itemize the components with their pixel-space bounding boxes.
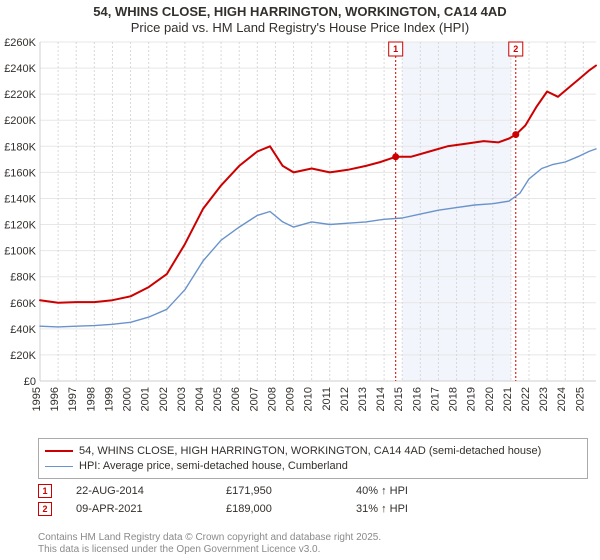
x-axis-label: 2002 xyxy=(158,387,170,411)
attribution-footer: Contains HM Land Registry data © Crown c… xyxy=(38,532,381,556)
y-axis-label: £180K xyxy=(4,141,36,153)
y-axis-label: £120K xyxy=(4,220,36,232)
y-axis-label: £200K xyxy=(4,115,36,127)
y-axis-label: £140K xyxy=(4,193,36,205)
sale-price: £189,000 xyxy=(226,503,356,515)
x-axis-label: 2015 xyxy=(393,387,405,411)
sale-date: 22-AUG-2014 xyxy=(76,485,226,497)
y-axis-label: £100K xyxy=(4,246,36,258)
x-axis-label: 1995 xyxy=(31,387,43,411)
x-axis-label: 1998 xyxy=(85,387,97,411)
x-axis-label: 2016 xyxy=(411,387,423,411)
x-axis-label: 2000 xyxy=(122,387,134,411)
sale-marker-number: 1 xyxy=(393,44,398,54)
sale-date: 09-APR-2021 xyxy=(76,503,226,515)
legend-item: 54, WHINS CLOSE, HIGH HARRINGTON, WORKIN… xyxy=(45,444,581,458)
x-axis-label: 2007 xyxy=(248,387,260,411)
sales-table: 1 22-AUG-2014£171,95040% ↑ HPI 2 09-APR-202… xyxy=(38,480,588,520)
y-axis-label: £20K xyxy=(10,350,36,362)
legend-swatch xyxy=(45,466,73,467)
legend-item: HPI: Average price, semi-detached house,… xyxy=(45,459,581,473)
x-axis-label: 2024 xyxy=(556,387,568,411)
x-axis-label: 2014 xyxy=(375,387,387,411)
x-axis-label: 2005 xyxy=(212,387,224,411)
x-axis-label: 2017 xyxy=(429,387,441,411)
x-axis-label: 2013 xyxy=(357,387,369,411)
footer-line2: This data is licensed under the Open Gov… xyxy=(38,544,381,556)
x-axis-label: 1997 xyxy=(67,387,79,411)
legend-label: HPI: Average price, semi-detached house,… xyxy=(79,459,348,473)
x-axis-label: 2009 xyxy=(285,387,297,411)
y-axis-label: £40K xyxy=(10,324,36,336)
sale-marker-number: 2 xyxy=(513,44,518,54)
x-axis-label: 2003 xyxy=(176,387,188,411)
price-chart: £0 £20K £40K £60K £80K £100K £120K £140K £160K £1… xyxy=(0,38,600,430)
x-axis-label: 2010 xyxy=(303,387,315,411)
x-axis-label: 2023 xyxy=(538,387,550,411)
sale-price: £171,950 xyxy=(226,485,356,497)
legend-swatch xyxy=(45,450,73,452)
x-axis-label: 2011 xyxy=(321,387,333,411)
footer-line1: Contains HM Land Registry data © Crown c… xyxy=(38,532,381,544)
x-axis-label: 2021 xyxy=(502,387,514,411)
sale-marker-icon: 1 xyxy=(38,484,52,498)
x-axis-label: 2006 xyxy=(230,387,242,411)
y-axis-label: £0 xyxy=(24,376,36,388)
chart-title-line1: 54, WHINS CLOSE, HIGH HARRINGTON, WORKIN… xyxy=(0,4,600,20)
y-axis-label: £240K xyxy=(4,63,36,75)
x-axis-label: 2001 xyxy=(140,387,152,411)
y-axis-label: £160K xyxy=(4,167,36,179)
sale-row: 1 22-AUG-2014£171,95040% ↑ HPI xyxy=(38,484,588,498)
x-axis-label: 2020 xyxy=(484,387,496,411)
x-axis-label: 2022 xyxy=(520,387,532,411)
series-price_paid xyxy=(40,66,596,303)
y-axis-label: £60K xyxy=(10,298,36,310)
x-axis-label: 2018 xyxy=(448,387,460,411)
x-axis-label: 2019 xyxy=(466,387,478,411)
x-axis-label: 2025 xyxy=(574,387,586,411)
chart-title-line2: Price paid vs. HM Land Registry's House … xyxy=(0,20,600,36)
x-axis-label: 2012 xyxy=(339,387,351,411)
y-axis-label: £260K xyxy=(4,38,36,49)
y-axis-label: £80K xyxy=(10,272,36,284)
sale-hpi-delta: 40% ↑ HPI xyxy=(356,485,408,497)
sale-hpi-delta: 31% ↑ HPI xyxy=(356,503,408,515)
x-axis-label: 1999 xyxy=(103,387,115,411)
x-axis-label: 1996 xyxy=(49,387,61,411)
x-axis-label: 2004 xyxy=(194,387,206,411)
series-hpi xyxy=(40,149,596,327)
sale-row: 2 09-APR-2021£189,00031% ↑ HPI xyxy=(38,502,588,516)
legend-label: 54, WHINS CLOSE, HIGH HARRINGTON, WORKIN… xyxy=(79,444,541,458)
y-axis-label: £220K xyxy=(4,89,36,101)
sale-marker-icon: 2 xyxy=(38,502,52,516)
x-axis-label: 2008 xyxy=(266,387,278,411)
legend: 54, WHINS CLOSE, HIGH HARRINGTON, WORKIN… xyxy=(38,438,588,479)
